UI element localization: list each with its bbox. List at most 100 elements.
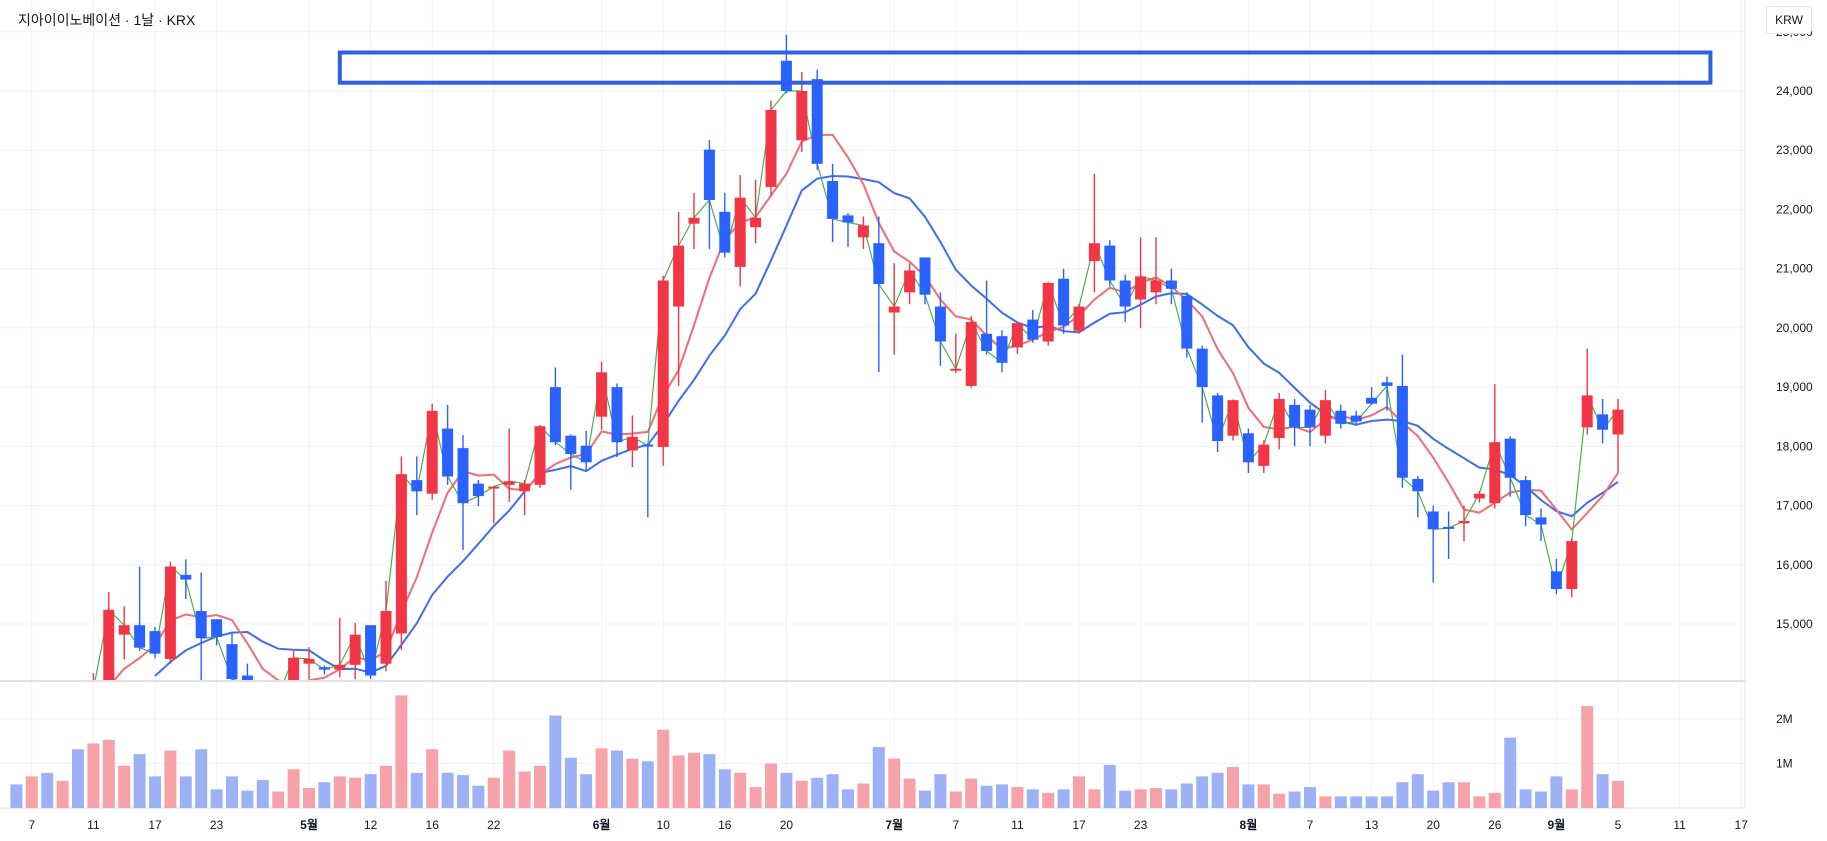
candle[interactable] — [1058, 268, 1070, 334]
candle[interactable] — [996, 330, 1008, 373]
candle[interactable] — [934, 292, 946, 366]
candle[interactable] — [981, 280, 993, 355]
candle[interactable] — [118, 606, 130, 660]
candle[interactable] — [1289, 398, 1301, 447]
candle[interactable] — [688, 192, 700, 250]
candle[interactable] — [719, 192, 731, 258]
candle[interactable] — [503, 428, 515, 503]
candle[interactable] — [827, 163, 839, 243]
candle[interactable] — [1273, 393, 1285, 450]
candle[interactable] — [1181, 292, 1193, 358]
candle[interactable] — [1335, 404, 1347, 429]
candle[interactable] — [534, 425, 546, 488]
candle[interactable] — [11, 683, 22, 713]
candle[interactable] — [703, 140, 715, 250]
candle[interactable] — [596, 361, 608, 430]
candle[interactable] — [1150, 237, 1162, 305]
candle[interactable] — [1011, 321, 1023, 354]
candle[interactable] — [1104, 240, 1116, 287]
candle[interactable] — [673, 211, 685, 386]
candle[interactable] — [919, 257, 931, 305]
candle[interactable] — [349, 622, 361, 680]
candle[interactable] — [1381, 376, 1393, 411]
candle[interactable] — [1319, 390, 1331, 444]
candle[interactable] — [472, 480, 484, 507]
candle[interactable] — [904, 263, 916, 305]
candle[interactable] — [1165, 268, 1177, 305]
candle[interactable] — [950, 333, 962, 373]
candle[interactable] — [1242, 428, 1254, 473]
candle[interactable] — [1258, 440, 1270, 473]
candle[interactable] — [796, 72, 808, 152]
candle[interactable] — [73, 695, 84, 725]
candle[interactable] — [1612, 398, 1624, 473]
candle[interactable] — [1227, 400, 1239, 441]
candle[interactable] — [257, 683, 268, 713]
candle[interactable] — [1350, 410, 1362, 426]
candle[interactable] — [488, 486, 500, 524]
candle[interactable] — [288, 649, 300, 692]
candle[interactable] — [1042, 282, 1054, 346]
candle[interactable] — [273, 689, 284, 719]
candle[interactable] — [195, 572, 207, 680]
candle[interactable] — [134, 566, 146, 651]
candle[interactable] — [1489, 384, 1501, 509]
candle[interactable] — [180, 559, 192, 600]
candle[interactable] — [734, 175, 746, 287]
candle[interactable] — [750, 179, 762, 244]
annotation-rectangle[interactable] — [337, 50, 1713, 85]
candle[interactable] — [411, 456, 423, 516]
candle[interactable] — [1396, 354, 1408, 488]
candle[interactable] — [1443, 511, 1455, 559]
currency-button[interactable]: KRW — [1766, 6, 1812, 34]
candle[interactable] — [1597, 398, 1609, 444]
candle[interactable] — [241, 663, 253, 692]
candle[interactable] — [965, 316, 977, 388]
candle[interactable] — [519, 480, 531, 516]
candle[interactable] — [657, 275, 669, 466]
candle[interactable] — [42, 689, 53, 719]
candle[interactable] — [873, 216, 885, 373]
candle[interactable] — [457, 435, 469, 550]
candle[interactable] — [1581, 348, 1593, 435]
candle[interactable] — [1088, 173, 1100, 293]
candle[interactable] — [1427, 505, 1439, 583]
candle[interactable] — [426, 403, 438, 500]
candle[interactable] — [164, 561, 176, 664]
candle[interactable] — [1119, 274, 1131, 322]
candle[interactable] — [226, 632, 238, 689]
candle[interactable] — [857, 216, 869, 250]
candle[interactable] — [1473, 490, 1485, 503]
candle[interactable] — [365, 625, 377, 680]
candle[interactable] — [1212, 393, 1224, 453]
candle[interactable] — [1073, 304, 1085, 334]
candle[interactable] — [1550, 558, 1562, 595]
candle[interactable] — [1135, 237, 1147, 328]
candle[interactable] — [1535, 508, 1547, 542]
candle[interactable] — [1504, 436, 1516, 497]
candle[interactable] — [103, 592, 115, 695]
candle[interactable] — [1196, 345, 1208, 423]
candle[interactable] — [549, 367, 561, 446]
candle[interactable] — [149, 626, 161, 659]
candle[interactable] — [1412, 475, 1424, 518]
candle[interactable] — [1304, 404, 1316, 447]
candle[interactable] — [1520, 475, 1532, 527]
candle[interactable] — [842, 212, 854, 247]
candle[interactable] — [303, 647, 315, 680]
candle[interactable] — [565, 434, 577, 490]
candle[interactable] — [1566, 538, 1578, 598]
candle[interactable] — [888, 263, 900, 355]
candle[interactable] — [580, 430, 592, 471]
candle[interactable] — [1366, 387, 1378, 405]
candle[interactable] — [626, 415, 638, 468]
candle[interactable] — [334, 618, 346, 678]
candle[interactable] — [380, 580, 392, 672]
candle[interactable] — [1458, 505, 1470, 542]
candle[interactable] — [318, 665, 330, 675]
candle[interactable] — [211, 619, 223, 646]
candle[interactable] — [811, 69, 823, 170]
candle[interactable] — [395, 456, 407, 651]
candle[interactable] — [1027, 310, 1039, 343]
